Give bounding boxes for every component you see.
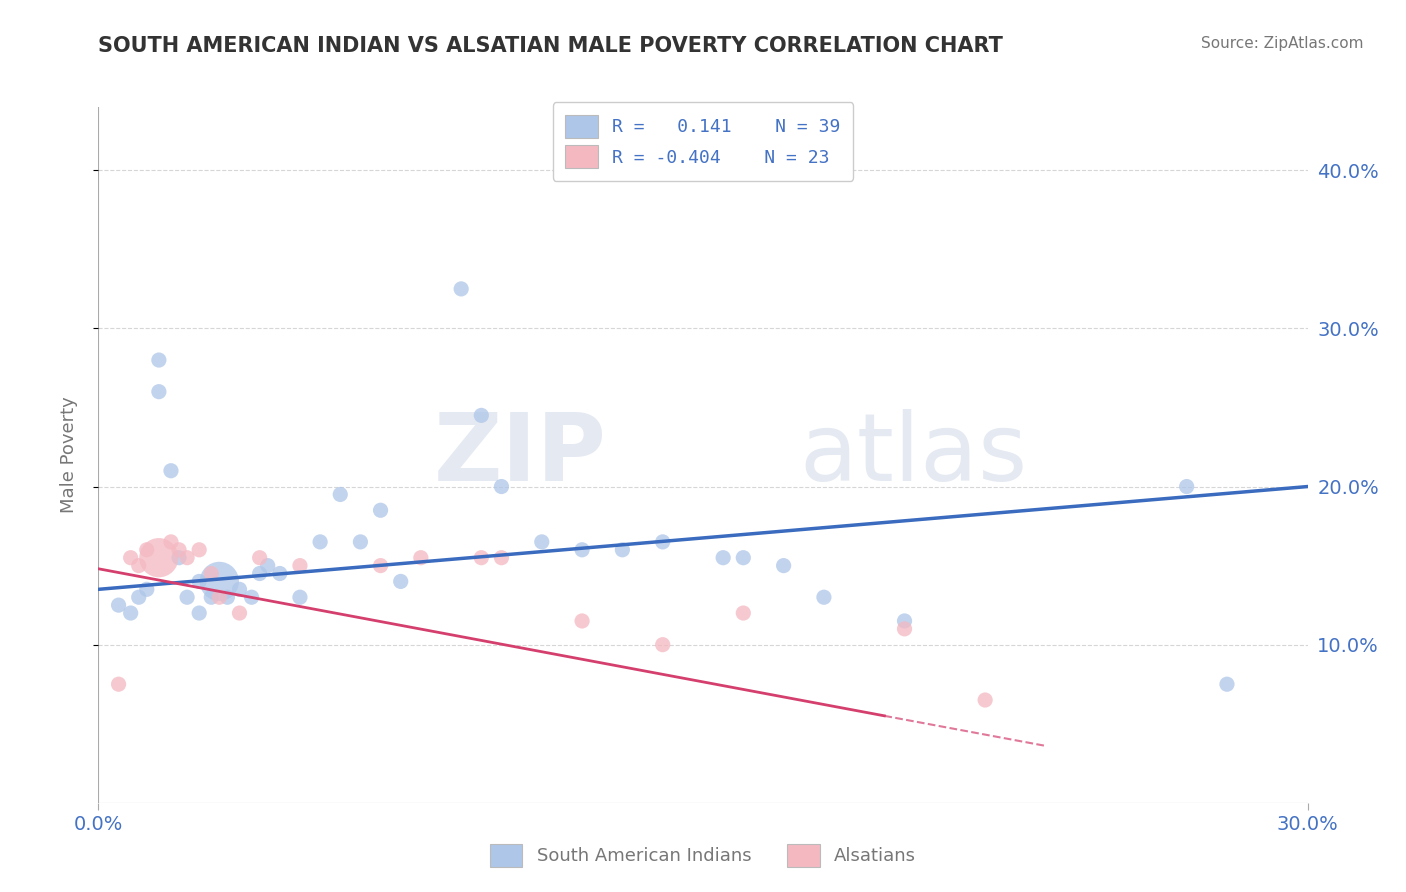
Point: [167, 550, 190, 565]
Point: [370, 558, 392, 573]
Point: [256, 558, 278, 573]
Point: [208, 591, 231, 605]
Point: [491, 550, 513, 565]
Point: [208, 574, 231, 589]
Point: [530, 534, 553, 549]
Point: [329, 487, 352, 501]
Point: [176, 591, 198, 605]
Point: [389, 574, 412, 589]
Point: [135, 582, 157, 597]
Point: [240, 591, 263, 605]
Text: atlas: atlas: [800, 409, 1028, 501]
Point: [217, 591, 239, 605]
Point: [772, 558, 794, 573]
Point: [349, 534, 371, 549]
Point: [228, 582, 250, 597]
Point: [813, 591, 835, 605]
Point: [148, 384, 170, 399]
Point: [370, 503, 392, 517]
Point: [409, 550, 432, 565]
Legend: R =   0.141    N = 39, R = -0.404    N = 23: R = 0.141 N = 39, R = -0.404 N = 23: [553, 103, 853, 181]
Point: [893, 614, 915, 628]
Point: [107, 598, 129, 612]
Point: [148, 353, 170, 368]
Point: [167, 542, 190, 557]
Point: [470, 550, 492, 565]
Point: [148, 550, 170, 565]
Point: [160, 464, 183, 478]
Point: [160, 534, 183, 549]
Point: [176, 550, 198, 565]
Text: SOUTH AMERICAN INDIAN VS ALSATIAN MALE POVERTY CORRELATION CHART: SOUTH AMERICAN INDIAN VS ALSATIAN MALE P…: [98, 36, 1004, 55]
Point: [288, 558, 311, 573]
Point: [711, 550, 734, 565]
Point: [470, 409, 492, 423]
Point: [135, 542, 157, 557]
Point: [893, 622, 915, 636]
Point: [491, 479, 513, 493]
Point: [309, 534, 332, 549]
Point: [733, 606, 755, 620]
Point: [188, 574, 211, 589]
Point: [571, 542, 593, 557]
Text: ZIP: ZIP: [433, 409, 606, 501]
Point: [188, 606, 211, 620]
Point: [1175, 479, 1198, 493]
Point: [188, 542, 211, 557]
Point: [571, 614, 593, 628]
Point: [128, 558, 150, 573]
Point: [228, 606, 250, 620]
Point: [1216, 677, 1239, 691]
Point: [120, 550, 142, 565]
Point: [974, 693, 997, 707]
Point: [200, 566, 222, 581]
Point: [269, 566, 291, 581]
Point: [612, 542, 634, 557]
Point: [249, 566, 271, 581]
Text: Source: ZipAtlas.com: Source: ZipAtlas.com: [1201, 36, 1364, 51]
Point: [651, 534, 673, 549]
Point: [288, 591, 311, 605]
Legend: South American Indians, Alsatians: South American Indians, Alsatians: [482, 837, 924, 874]
Point: [733, 550, 755, 565]
Point: [107, 677, 129, 691]
Point: [200, 591, 222, 605]
Point: [651, 638, 673, 652]
Point: [120, 606, 142, 620]
Point: [450, 282, 472, 296]
Y-axis label: Male Poverty: Male Poverty: [59, 397, 77, 513]
Point: [249, 550, 271, 565]
Point: [128, 591, 150, 605]
